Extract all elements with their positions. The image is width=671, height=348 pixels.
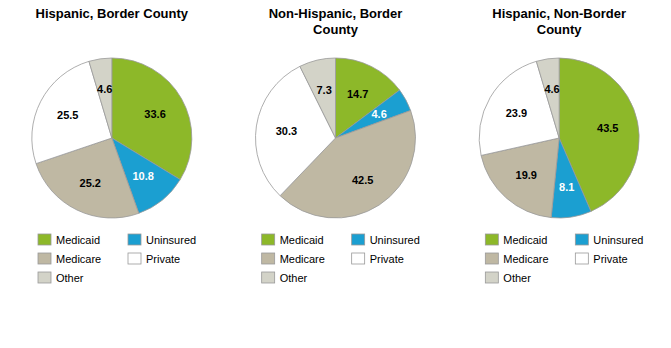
pie-panel: Non-Hispanic, BorderCounty 14.74.6 42.5 30.… — [256, 6, 420, 284]
data-label: 43.5 — [597, 122, 618, 134]
legend-swatch — [352, 253, 365, 264]
legend-swatch — [262, 253, 275, 264]
legend-swatch — [575, 253, 588, 264]
legend-label: Medicaid — [56, 234, 100, 246]
legend-label: Uninsured — [146, 234, 196, 246]
data-label: 25.5 — [57, 109, 78, 121]
legend-swatch — [485, 272, 498, 283]
pie-slice — [300, 58, 336, 138]
slices — [479, 58, 639, 218]
data-label: 42.5 — [352, 174, 373, 186]
legend-label: Private — [593, 253, 627, 265]
data-label: 8.1 — [559, 181, 574, 193]
data-label: 14.7 — [347, 88, 368, 100]
slices — [32, 58, 192, 218]
legend-swatch — [128, 253, 141, 264]
legend-swatch — [262, 272, 275, 283]
pie-slice — [256, 66, 336, 195]
data-label: 33.6 — [144, 108, 165, 120]
legend-label: Other — [280, 272, 308, 284]
data-label: 25.2 — [80, 177, 101, 189]
data-label: 4.6 — [544, 83, 559, 95]
legend-label: Other — [503, 272, 531, 284]
legend: Medicaid Uninsured Medicare Private Other — [262, 234, 420, 284]
legend-label: Medicare — [503, 253, 548, 265]
pie-slice — [89, 58, 112, 138]
data-label: 19.9 — [516, 169, 537, 181]
data-label: 10.8 — [132, 170, 153, 182]
legend-swatch — [262, 234, 275, 245]
legend-swatch — [38, 234, 51, 245]
legend-label: Uninsured — [370, 234, 420, 246]
data-labels: 33.6 10.8 25.2 25.5 4.6 — [57, 83, 166, 189]
data-label: 30.3 — [276, 125, 297, 137]
legend-swatch — [485, 253, 498, 264]
legend-label: Medicare — [56, 253, 101, 265]
slices — [256, 58, 416, 218]
legend: Medicaid Uninsured Medicare Private Other — [485, 234, 643, 284]
legend-label: Medicaid — [503, 234, 547, 246]
data-label: 4.6 — [97, 83, 112, 95]
legend-swatch — [38, 272, 51, 283]
data-label: 4.6 — [371, 108, 386, 120]
chart-title: Hispanic, Border County — [36, 6, 189, 21]
legend-label: Medicare — [280, 253, 325, 265]
legend-swatch — [38, 253, 51, 264]
pie-slice — [536, 58, 559, 138]
chart-title: Hispanic, Non-BorderCounty — [492, 6, 626, 37]
pie-panel: Hispanic, Border County 33.6 10.8 25.2 25.5 4… — [32, 6, 196, 284]
legend-label: Private — [146, 253, 180, 265]
legend-label: Private — [370, 253, 404, 265]
legend-swatch — [128, 234, 141, 245]
legend-label: Other — [56, 272, 84, 284]
legend-label: Uninsured — [593, 234, 643, 246]
data-labels: 43.5 8.1 19.9 23.9 4.6 — [506, 83, 619, 193]
pie-panel: Hispanic, Non-BorderCounty 43.5 8.1 19.9 23.… — [479, 6, 643, 284]
legend-swatch — [352, 234, 365, 245]
legend-swatch — [485, 234, 498, 245]
legend-swatch — [575, 234, 588, 245]
figure: Hispanic, Border County 33.6 10.8 25.2 25.5 4… — [0, 0, 671, 348]
legend-label: Medicaid — [280, 234, 324, 246]
data-labels: 14.74.6 42.5 30.3 7.3 — [276, 84, 387, 186]
pie-slice — [559, 58, 639, 211]
data-label: 7.3 — [317, 84, 332, 96]
data-label: 23.9 — [506, 107, 527, 119]
chart-title: Non-Hispanic, BorderCounty — [269, 6, 403, 37]
legend: Medicaid Uninsured Medicare Private Other — [38, 234, 196, 284]
